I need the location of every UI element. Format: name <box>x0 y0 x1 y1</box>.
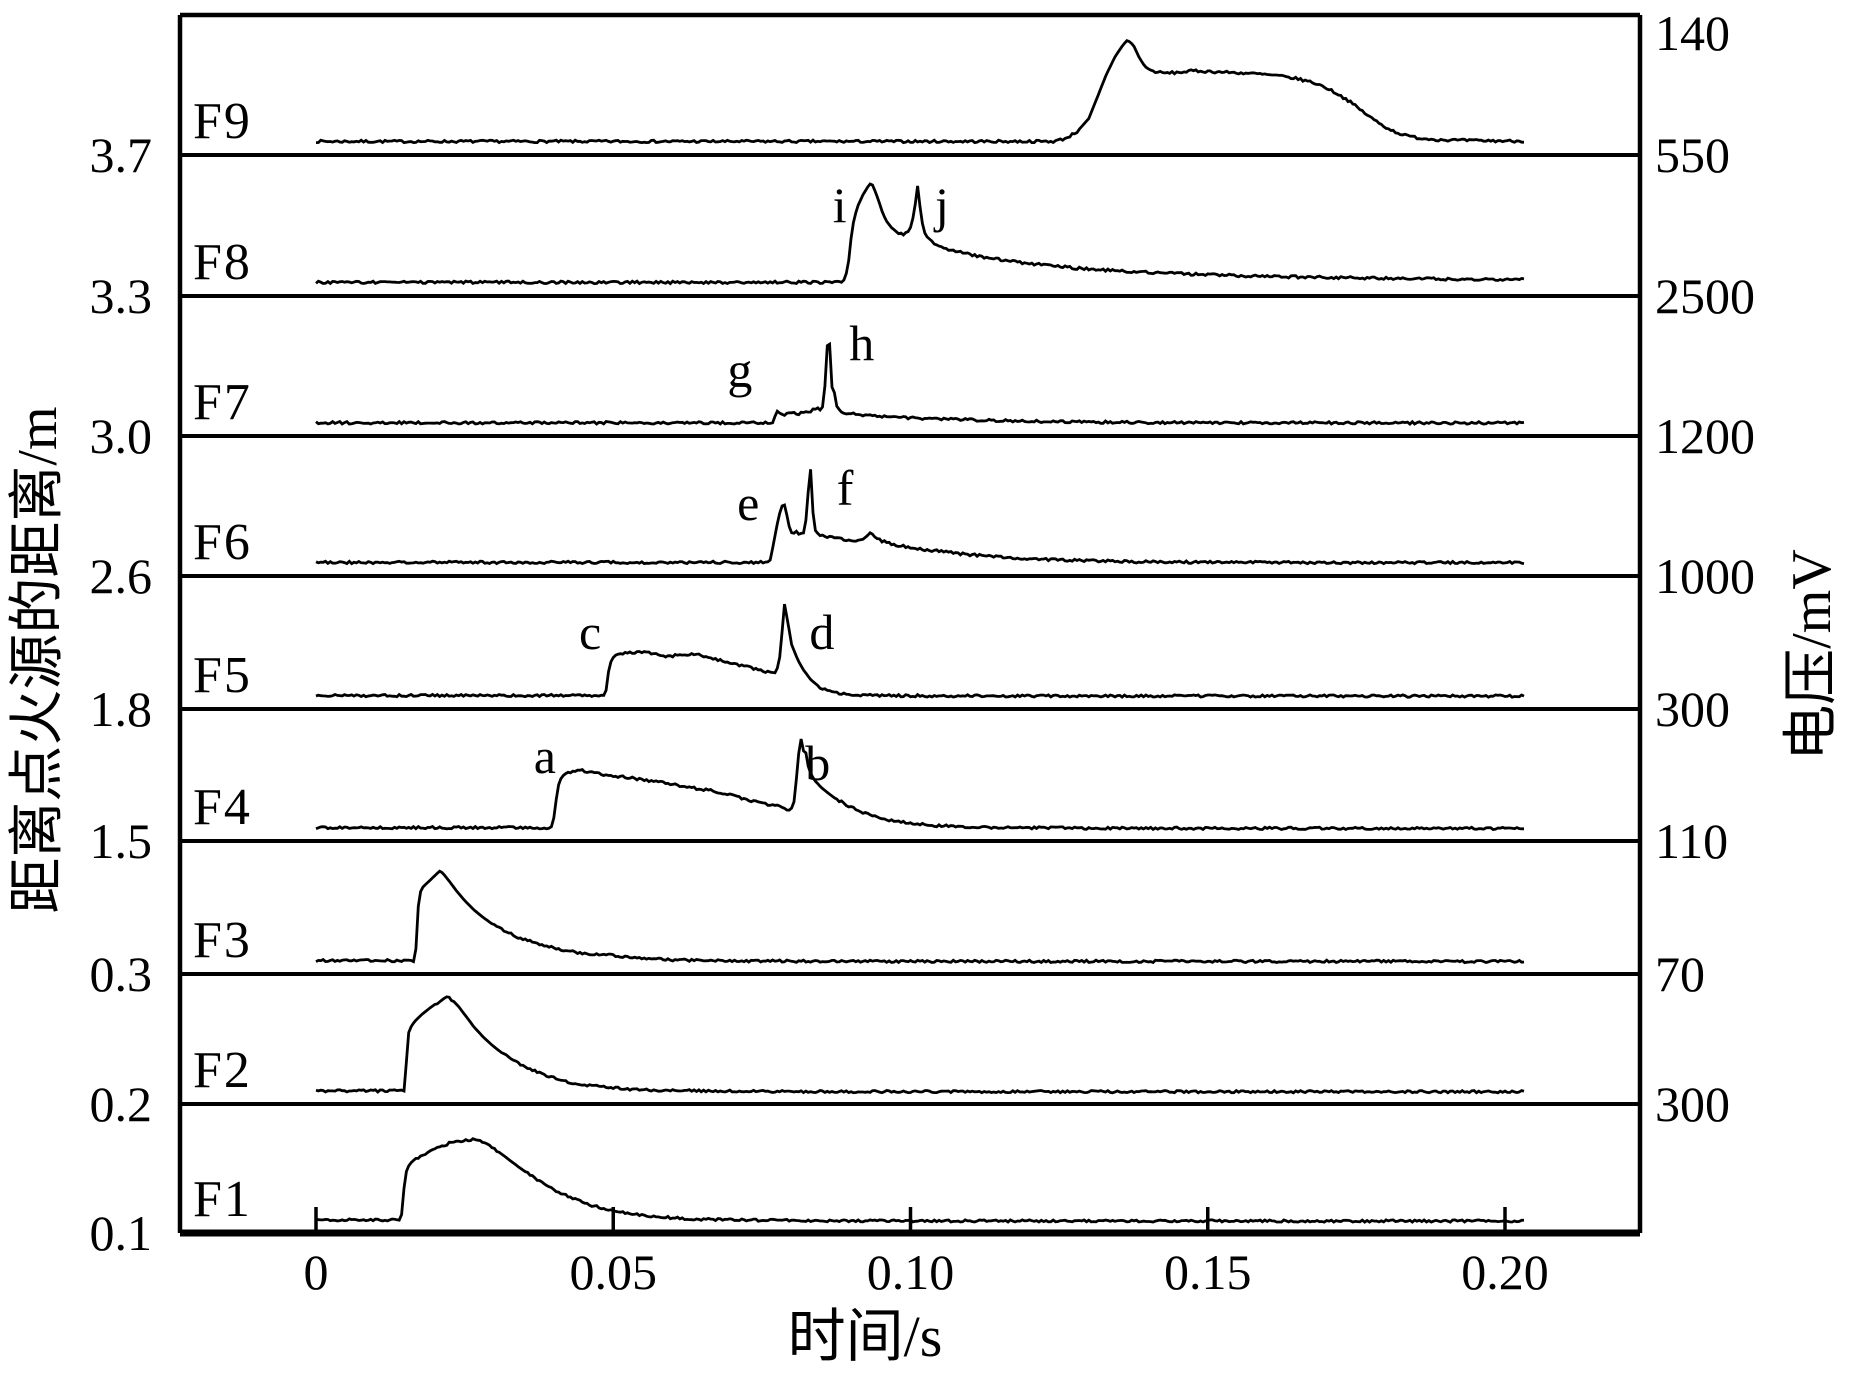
right-axis-tick-label: 300 <box>1655 681 1730 737</box>
x-axis-tick-label: 0.20 <box>1461 1244 1549 1300</box>
panel-label-F7: F7 <box>193 374 252 431</box>
left-axis-tick-label: 0.2 <box>89 1076 153 1132</box>
x-axis-title: 时间/s <box>787 1304 943 1369</box>
left-axis-tick-label: 0.1 <box>89 1205 153 1261</box>
right-axis-tick-label: 70 <box>1655 946 1705 1002</box>
peak-annotation-b: b <box>805 735 831 792</box>
left-axis-tick-label: 3.3 <box>89 268 153 324</box>
peak-annotation-h: h <box>849 315 875 372</box>
right-axis-tick-label: 1200 <box>1655 408 1755 464</box>
left-axis-tick-label: 1.8 <box>89 681 153 737</box>
trace-F6 <box>315 469 1525 566</box>
left-axis-tick-label: 2.6 <box>89 548 153 604</box>
trace-F9 <box>315 39 1524 145</box>
peak-annotation-e: e <box>737 474 760 531</box>
left-axis-tick-label: 3.7 <box>89 127 153 183</box>
peak-annotation-c: c <box>578 603 602 660</box>
x-axis-tick-label: 0.15 <box>1164 1244 1252 1300</box>
trace-F5 <box>315 603 1525 699</box>
right-axis-title: 电压/mV <box>1781 549 1843 761</box>
x-axis-tick-label: 0.10 <box>866 1244 955 1300</box>
right-axis-tick-label: 110 <box>1655 813 1729 869</box>
x-axis-tick-label: 0 <box>303 1244 329 1300</box>
x-axis-tick-label: 0.05 <box>569 1244 658 1300</box>
peak-annotation-g: g <box>727 342 753 399</box>
right-axis-tick-label: 1000 <box>1655 548 1755 604</box>
peak-annotation-a: a <box>533 727 556 784</box>
trace-F4 <box>315 738 1524 832</box>
left-axis-title: 距离点火源的距离/m <box>7 406 69 914</box>
left-axis-tick-label: 1.5 <box>89 813 153 869</box>
trace-F3 <box>315 869 1525 965</box>
right-axis-tick-label: 2500 <box>1655 268 1755 324</box>
panel-label-F2: F2 <box>193 1042 252 1099</box>
panel-label-F9: F9 <box>193 93 252 150</box>
panel-label-F6: F6 <box>193 514 252 571</box>
right-axis-tick-label: 140 <box>1655 5 1730 61</box>
panel-label-F4: F4 <box>193 779 252 836</box>
right-axis-tick-label: 300 <box>1655 1076 1730 1132</box>
trace-F2 <box>315 995 1525 1095</box>
peak-annotation-f: f <box>836 459 854 516</box>
peak-annotation-d: d <box>809 603 835 660</box>
trace-F7 <box>315 341 1525 426</box>
right-axis-tick-label: 550 <box>1655 127 1730 183</box>
trace-F1 <box>315 1137 1525 1224</box>
panel-label-F3: F3 <box>193 912 252 969</box>
peak-annotation-j: j <box>935 177 949 234</box>
peak-annotation-i: i <box>832 177 847 234</box>
panel-label-F1: F1 <box>193 1171 252 1228</box>
left-axis-tick-label: 3.0 <box>89 408 153 464</box>
panel-label-F8: F8 <box>193 234 252 291</box>
trace-F8 <box>315 182 1525 286</box>
left-axis-tick-label: 0.3 <box>89 946 153 1002</box>
panel-label-F5: F5 <box>193 647 252 704</box>
